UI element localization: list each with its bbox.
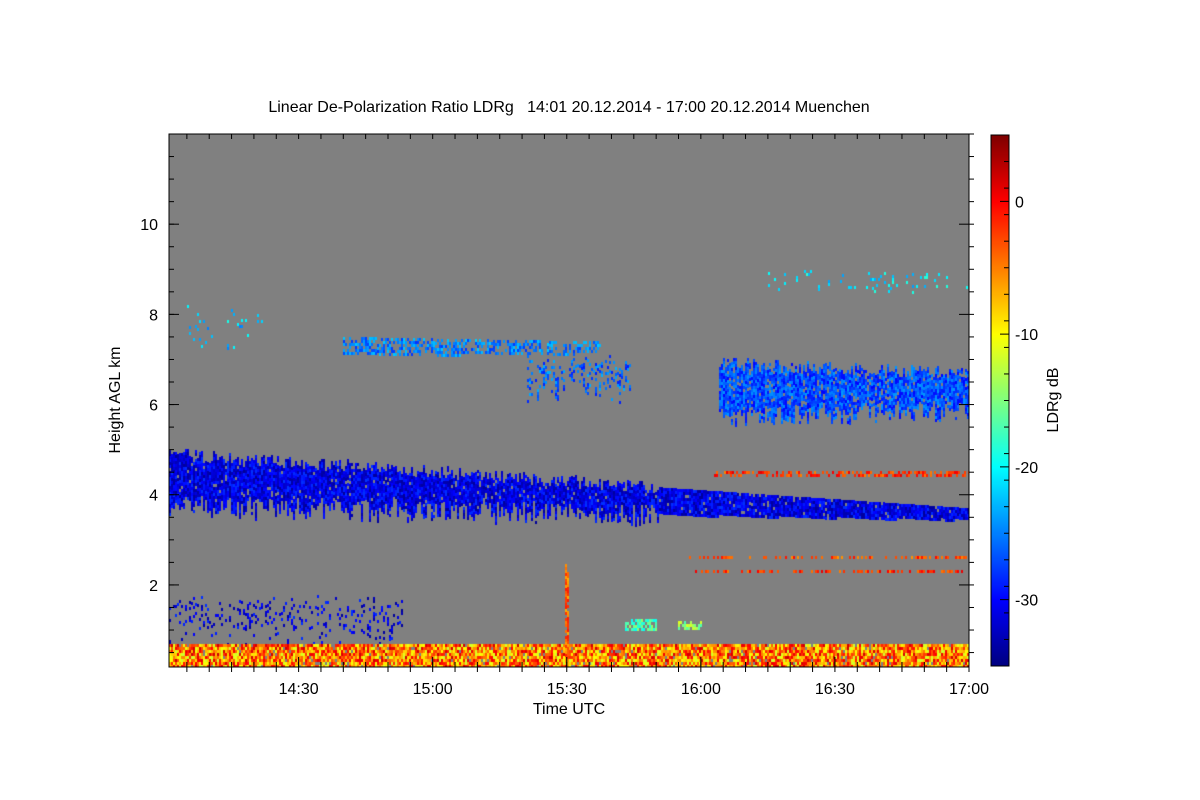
y-axis: 2 4 6 8 10 bbox=[140, 133, 974, 654]
y-axis-label: Height AGL km bbox=[107, 346, 124, 453]
y-tick-label: 4 bbox=[149, 488, 158, 505]
x-tick-label: 15:30 bbox=[547, 681, 587, 698]
y-tick-label: 2 bbox=[149, 578, 158, 595]
x-tick-label: 14:30 bbox=[279, 681, 319, 698]
x-tick-label: 15:00 bbox=[413, 681, 453, 698]
colorbar-tick-label: -20 bbox=[1015, 460, 1038, 477]
y-tick-label: 10 bbox=[140, 217, 158, 234]
plot-frame bbox=[168, 133, 970, 668]
chart-title: Linear De-Polarization Ratio LDRg 14:01 … bbox=[268, 99, 870, 116]
colorbar-tick-label: -30 bbox=[1015, 593, 1038, 610]
ldr-heatmap bbox=[169, 134, 969, 667]
colorbar-tick-label: 0 bbox=[1015, 194, 1024, 211]
colorbar-axis: 0 -10 -20 -30 bbox=[990, 134, 1038, 667]
colorbar-tick-label: -10 bbox=[1015, 327, 1038, 344]
colorbar-label: LDRg dB bbox=[1045, 368, 1062, 433]
y-tick-label: 8 bbox=[149, 307, 158, 324]
x-tick-label: 16:00 bbox=[681, 681, 721, 698]
y-tick-label: 6 bbox=[149, 398, 158, 415]
x-axis: 14:30 15:00 15:30 16:00 16:30 17:00 bbox=[168, 133, 989, 698]
x-tick-label: 16:30 bbox=[815, 681, 855, 698]
x-tick-label: 17:00 bbox=[949, 681, 989, 698]
x-axis-label: Time UTC bbox=[533, 701, 605, 718]
